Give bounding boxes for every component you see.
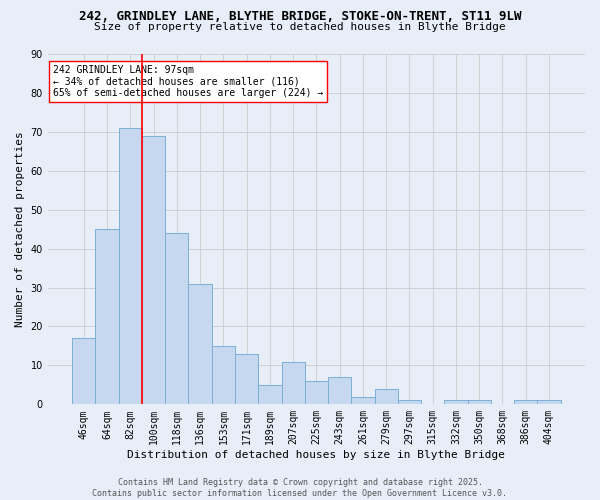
Bar: [398, 400, 421, 404]
Bar: [281, 362, 305, 405]
Bar: [305, 381, 328, 404]
Bar: [445, 400, 467, 404]
Bar: [258, 385, 281, 404]
Text: 242, GRINDLEY LANE, BLYTHE BRIDGE, STOKE-ON-TRENT, ST11 9LW: 242, GRINDLEY LANE, BLYTHE BRIDGE, STOKE…: [79, 10, 521, 23]
Bar: [188, 284, 212, 405]
Bar: [374, 389, 398, 404]
Bar: [467, 400, 491, 404]
Bar: [142, 136, 165, 404]
Text: 242 GRINDLEY LANE: 97sqm
← 34% of detached houses are smaller (116)
65% of semi-: 242 GRINDLEY LANE: 97sqm ← 34% of detach…: [53, 64, 323, 98]
Bar: [95, 229, 119, 404]
Text: Contains HM Land Registry data © Crown copyright and database right 2025.
Contai: Contains HM Land Registry data © Crown c…: [92, 478, 508, 498]
Bar: [514, 400, 538, 404]
Bar: [328, 377, 351, 404]
Text: Size of property relative to detached houses in Blythe Bridge: Size of property relative to detached ho…: [94, 22, 506, 32]
Bar: [72, 338, 95, 404]
Bar: [538, 400, 560, 404]
Y-axis label: Number of detached properties: Number of detached properties: [15, 132, 25, 327]
Bar: [212, 346, 235, 405]
Bar: [351, 396, 374, 404]
Bar: [165, 233, 188, 404]
Bar: [119, 128, 142, 404]
X-axis label: Distribution of detached houses by size in Blythe Bridge: Distribution of detached houses by size …: [127, 450, 505, 460]
Bar: [235, 354, 258, 405]
